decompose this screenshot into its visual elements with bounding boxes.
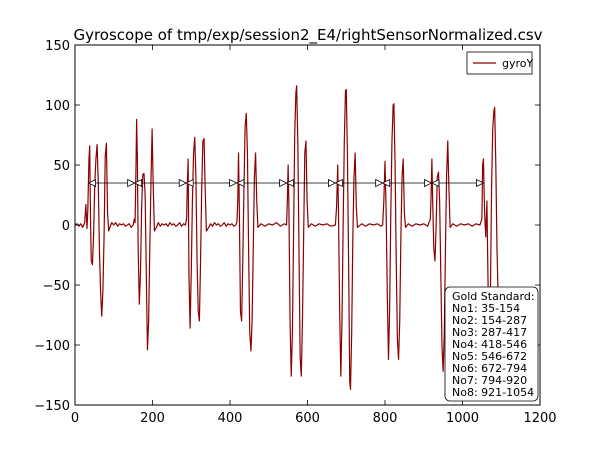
data-layer	[74, 85, 499, 390]
legend: gyroY	[466, 51, 534, 75]
x-tick-label: 400	[218, 411, 243, 426]
y-tick-label: −50	[43, 279, 70, 294]
interval-arrow	[334, 178, 384, 188]
interval-arrows	[87, 178, 485, 188]
interval-arrow	[133, 178, 188, 188]
gold-standard-line: No6: 672-794	[452, 362, 527, 375]
interval-arrow	[185, 178, 238, 188]
y-tick-label: −100	[34, 339, 70, 354]
x-tick-label: 800	[373, 411, 398, 426]
gold-standard-frame	[444, 286, 539, 402]
series-line-gyroY	[74, 85, 499, 390]
x-tick-label: 1200	[523, 411, 556, 426]
y-tick-label: 150	[45, 39, 70, 54]
gold-standard-line: No3: 287-417	[452, 326, 527, 339]
gold-standard-box: Gold Standard: No1: 35-154 No2: 154-287 …	[444, 286, 539, 402]
gold-standard-line: No1: 35-154	[452, 302, 520, 315]
x-tick-label: 600	[295, 411, 320, 426]
gold-standard-line: No5: 546-672	[452, 350, 527, 363]
legend-box	[466, 51, 533, 75]
axis-ticks: 0 200 400 600 800 1000 1200 −150 −100 −50 0 50 100 15…	[34, 39, 556, 426]
gold-standard-line: No8: 921-1054	[452, 386, 534, 399]
legend-label-gyroY: gyroY	[502, 57, 534, 70]
gold-standard-line: No4: 418-546	[452, 338, 527, 351]
interval-arrow	[430, 178, 485, 188]
interval-arrow	[381, 178, 433, 188]
y-tick-label: −150	[34, 399, 70, 414]
y-tick-label: 0	[62, 219, 70, 234]
gold-standard-line: No2: 154-287	[452, 314, 527, 327]
interval-arrow	[87, 178, 136, 188]
x-tick-label: 200	[140, 411, 165, 426]
interval-arrow	[236, 178, 288, 188]
x-tick-label: 0	[71, 411, 79, 426]
interval-arrow	[285, 178, 337, 188]
y-tick-label: 100	[45, 99, 70, 114]
gold-standard-line: No7: 794-920	[452, 374, 527, 387]
gold-standard-title: Gold Standard:	[452, 290, 535, 303]
chart-title: Gyroscope of tmp/exp/session2_E4/rightSe…	[73, 26, 542, 45]
y-tick-label: 50	[53, 159, 70, 174]
x-tick-label: 1000	[446, 411, 479, 426]
